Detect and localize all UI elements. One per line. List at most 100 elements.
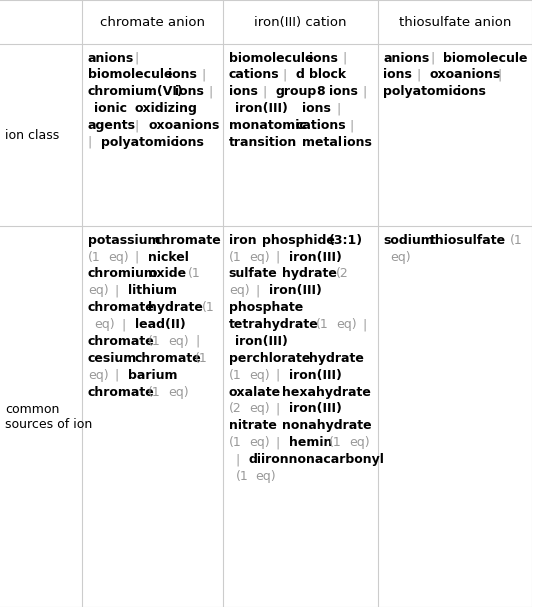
Text: (1: (1 [201, 301, 215, 314]
Text: potassium: potassium [88, 234, 161, 246]
Text: chromium: chromium [88, 268, 158, 280]
Text: cations: cations [229, 69, 280, 81]
Text: agents: agents [88, 119, 136, 132]
Text: eq): eq) [249, 436, 270, 449]
Text: eq): eq) [88, 368, 109, 382]
Text: metal: metal [302, 136, 342, 149]
Text: |: | [363, 318, 367, 331]
Text: chromate: chromate [88, 301, 155, 314]
Text: anions: anions [88, 52, 134, 64]
Text: (1: (1 [148, 335, 161, 348]
Text: (2: (2 [229, 402, 241, 415]
Text: oxidizing: oxidizing [135, 102, 198, 115]
Text: (1: (1 [229, 368, 241, 382]
Text: (1: (1 [511, 234, 523, 246]
Text: |: | [276, 368, 280, 382]
Text: iron(III): iron(III) [289, 402, 342, 415]
Text: chromate: chromate [155, 234, 222, 246]
Text: oxide: oxide [148, 268, 186, 280]
Text: oxoanions: oxoanions [148, 119, 219, 132]
Text: |: | [363, 86, 367, 98]
Text: |: | [349, 119, 354, 132]
Text: |: | [497, 69, 501, 81]
Text: iron(III): iron(III) [269, 284, 322, 297]
Text: (1: (1 [235, 470, 248, 483]
Text: eq): eq) [108, 251, 128, 263]
Text: lithium: lithium [128, 284, 177, 297]
Text: |: | [276, 251, 280, 263]
Text: (1: (1 [229, 436, 241, 449]
Text: ions: ions [329, 86, 358, 98]
Text: eq): eq) [249, 402, 270, 415]
Text: |: | [88, 136, 92, 149]
Text: (1: (1 [88, 251, 100, 263]
Text: (1: (1 [188, 268, 201, 280]
Text: ions: ions [175, 136, 204, 149]
Text: eq): eq) [249, 251, 270, 263]
Text: |: | [115, 284, 119, 297]
Text: d: d [296, 69, 305, 81]
Text: biomolecule: biomolecule [443, 52, 528, 64]
Text: |: | [336, 102, 340, 115]
Text: ions: ions [175, 86, 204, 98]
Text: sodium: sodium [383, 234, 434, 246]
Text: iron(III): iron(III) [235, 335, 288, 348]
Text: diironnonacarbonyl: diironnonacarbonyl [249, 453, 385, 466]
Text: chromate anion: chromate anion [100, 16, 205, 29]
Text: polyatomic: polyatomic [383, 86, 460, 98]
Text: ions: ions [229, 86, 258, 98]
Text: anions: anions [383, 52, 429, 64]
Text: eq): eq) [336, 318, 357, 331]
Text: |: | [256, 284, 260, 297]
Text: ions: ions [383, 69, 412, 81]
Text: |: | [195, 335, 199, 348]
Text: |: | [121, 318, 126, 331]
Text: eq): eq) [349, 436, 370, 449]
Text: lead(II): lead(II) [135, 318, 186, 331]
Text: |: | [209, 86, 212, 98]
Text: |: | [135, 119, 139, 132]
Text: ions: ions [343, 136, 371, 149]
Text: iron(III) cation: iron(III) cation [254, 16, 347, 29]
Text: |: | [343, 52, 347, 64]
Text: (2: (2 [336, 268, 349, 280]
Text: chromium(VI): chromium(VI) [88, 86, 183, 98]
Text: iron(III): iron(III) [289, 368, 342, 382]
Text: barium: barium [128, 368, 177, 382]
Text: eq): eq) [94, 318, 115, 331]
Text: ions: ions [457, 86, 485, 98]
Text: perchlorate: perchlorate [229, 352, 310, 365]
Text: chromate: chromate [88, 385, 155, 399]
Text: common
sources of ion: common sources of ion [5, 402, 93, 431]
Text: tetrahydrate: tetrahydrate [229, 318, 318, 331]
Text: hydrate: hydrate [282, 268, 337, 280]
Text: 8: 8 [316, 86, 324, 98]
Text: thiosulfate: thiosulfate [430, 234, 506, 246]
Text: (1: (1 [316, 318, 329, 331]
Text: eq): eq) [168, 335, 189, 348]
Text: eq): eq) [88, 284, 109, 297]
Text: hemin: hemin [289, 436, 333, 449]
Text: ionic: ionic [94, 102, 127, 115]
Text: (1: (1 [229, 251, 241, 263]
Text: |: | [417, 69, 421, 81]
Text: group: group [276, 86, 317, 98]
Text: nonahydrate: nonahydrate [282, 419, 372, 432]
Text: |: | [262, 86, 266, 98]
Text: (3:1): (3:1) [329, 234, 364, 246]
Text: ions: ions [302, 102, 331, 115]
Text: hexahydrate: hexahydrate [282, 385, 371, 399]
Text: eq): eq) [229, 284, 250, 297]
Text: ion class: ion class [5, 129, 60, 142]
Text: |: | [201, 69, 206, 81]
Text: |: | [135, 52, 139, 64]
Text: eq): eq) [249, 368, 270, 382]
Text: (1: (1 [195, 352, 207, 365]
Text: thiosulfate anion: thiosulfate anion [399, 16, 511, 29]
Text: phosphate: phosphate [229, 301, 303, 314]
Text: |: | [276, 436, 280, 449]
Text: oxoanions: oxoanions [430, 69, 501, 81]
Text: biomolecule: biomolecule [229, 52, 313, 64]
Text: |: | [135, 251, 139, 263]
Text: eq): eq) [168, 385, 189, 399]
